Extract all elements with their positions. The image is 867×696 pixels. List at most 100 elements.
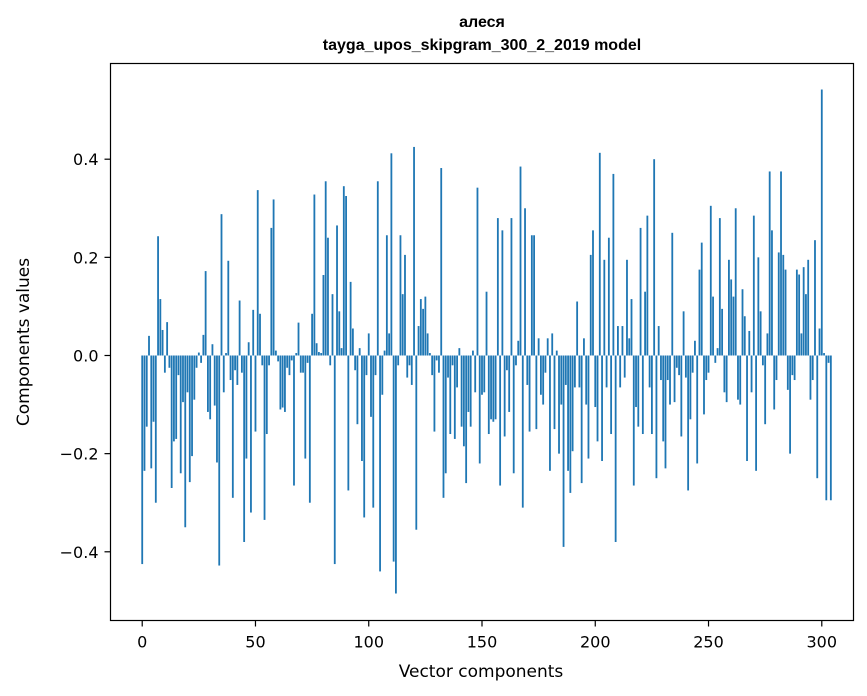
- bar: [549, 355, 551, 471]
- bar: [698, 269, 701, 356]
- plot-frame: [109, 62, 855, 622]
- bar: [825, 355, 828, 501]
- bar: [716, 348, 719, 356]
- bar: [542, 355, 545, 405]
- bar: [148, 335, 150, 356]
- x-tick-label: 300: [807, 633, 838, 652]
- bar: [739, 355, 742, 405]
- bar: [406, 355, 409, 378]
- bar: [684, 355, 687, 378]
- bar: [333, 355, 336, 565]
- bar: [512, 355, 515, 474]
- bar: [691, 355, 694, 373]
- bar: [200, 355, 203, 363]
- bar: [621, 326, 624, 356]
- bar: [440, 168, 443, 356]
- bar: [238, 300, 241, 356]
- bar: [245, 355, 248, 459]
- bar: [653, 159, 656, 356]
- bar: [617, 326, 619, 356]
- bar: [675, 355, 678, 368]
- bar: [761, 355, 764, 366]
- bar: [197, 352, 200, 356]
- bar: [318, 352, 320, 356]
- bar: [166, 322, 169, 356]
- bar: [562, 355, 565, 547]
- bar: [485, 291, 488, 356]
- bar: [558, 355, 560, 454]
- bar: [379, 355, 381, 572]
- bar: [415, 355, 418, 530]
- bar: [209, 355, 212, 420]
- bar: [585, 355, 588, 405]
- bar: [372, 355, 375, 508]
- bar: [216, 355, 218, 463]
- x-axis-label: Vector components: [399, 662, 564, 682]
- bar: [263, 355, 266, 520]
- bar: [530, 235, 533, 356]
- bar: [657, 326, 660, 356]
- bar: [281, 355, 284, 408]
- bar: [635, 355, 637, 408]
- bar: [601, 355, 603, 462]
- bar: [768, 171, 771, 356]
- bar: [143, 355, 146, 471]
- bar: [279, 355, 282, 410]
- bar: [399, 235, 402, 356]
- bar: [732, 296, 735, 356]
- bar: [188, 355, 191, 483]
- bar: [546, 338, 549, 356]
- bar: [351, 328, 354, 356]
- bar: [191, 355, 193, 457]
- bar: [503, 355, 506, 437]
- bar: [750, 355, 753, 393]
- bar: [193, 355, 196, 400]
- bar: [175, 355, 178, 439]
- bar: [771, 230, 773, 356]
- bar: [367, 333, 370, 356]
- bar: [385, 235, 388, 356]
- bar: [481, 355, 483, 395]
- bar: [462, 355, 465, 447]
- bar: [707, 355, 710, 373]
- bar: [284, 355, 286, 412]
- bar: [338, 311, 341, 356]
- bar: [150, 355, 153, 469]
- bar: [560, 355, 563, 405]
- bar: [173, 355, 175, 442]
- bar: [526, 355, 529, 385]
- bar: [564, 355, 567, 385]
- bar: [809, 355, 812, 400]
- bar: [823, 353, 825, 356]
- bar: [641, 355, 644, 435]
- bar: [442, 355, 445, 498]
- bar: [157, 236, 159, 356]
- bar: [666, 355, 669, 381]
- bar: [814, 240, 816, 356]
- bar: [265, 355, 268, 435]
- bar: [161, 329, 164, 356]
- bar: [700, 242, 703, 356]
- bar: [506, 355, 508, 371]
- bar: [329, 355, 332, 366]
- bar: [410, 355, 413, 385]
- bar: [791, 355, 794, 376]
- bar: [741, 289, 744, 356]
- bar: [320, 353, 323, 356]
- bar: [315, 343, 318, 356]
- y-tick-label: −0.4: [60, 543, 99, 562]
- bar: [324, 181, 327, 356]
- bar: [381, 355, 384, 395]
- bar: [204, 271, 207, 356]
- bar: [392, 355, 395, 562]
- bar: [163, 355, 166, 373]
- bar: [274, 350, 277, 356]
- bar: [800, 333, 803, 356]
- bar: [571, 355, 574, 452]
- bar: [628, 338, 631, 356]
- chart-subtitle: tayga_upos_skipgram_300_2_2019 model: [323, 37, 641, 54]
- bar: [306, 355, 309, 363]
- bar: [734, 208, 737, 356]
- bar: [313, 194, 316, 356]
